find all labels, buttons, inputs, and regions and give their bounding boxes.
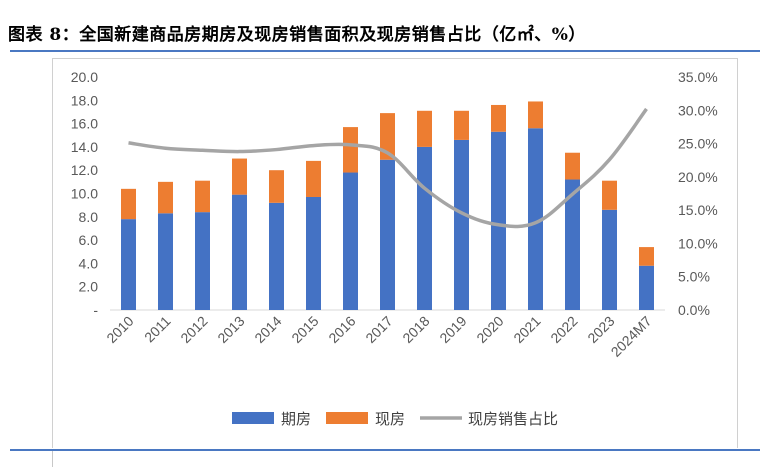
bar-qifang [528, 128, 543, 310]
x-tick-label: 2017 [362, 313, 395, 346]
x-tick-label: 2011 [141, 313, 174, 346]
bottom-rule [10, 449, 760, 451]
y-right-tick-label: 15.0% [678, 202, 718, 218]
bar-qifang [565, 179, 580, 310]
legend-label-qifang: 期房 [281, 410, 311, 428]
bar-qifang [158, 213, 173, 310]
bar-xianfang [565, 152, 580, 180]
x-tick-label: 2010 [103, 313, 136, 346]
bar-xianfang [528, 101, 543, 129]
y-right-tick-label: 0.0% [678, 302, 710, 318]
bar-xianfang [195, 180, 210, 213]
x-tick-label: 2016 [325, 313, 358, 346]
y-left-tick-label: 6.0 [79, 232, 99, 248]
bar-xianfang [454, 110, 469, 140]
bar-xianfang [380, 113, 395, 160]
y-left-tick-label: 12.0 [71, 162, 98, 178]
bar-xianfang [417, 110, 432, 147]
bar-qifang [639, 265, 654, 310]
bar-qifang [232, 194, 247, 310]
bar-xianfang [491, 104, 506, 132]
y-left-tick-label: 4.0 [79, 255, 99, 271]
x-tick-label: 2019 [436, 313, 469, 346]
bar-qifang [269, 202, 284, 310]
x-tick-label: 2022 [547, 313, 580, 346]
legend-label-xianfang: 现房 [375, 410, 405, 428]
bar-xianfang [158, 181, 173, 214]
x-tick-label: 2014 [251, 313, 284, 346]
bar-xianfang [306, 160, 321, 197]
bar-qifang [306, 196, 321, 310]
y-left-tick-label: 20.0 [71, 69, 98, 85]
bar-qifang [454, 139, 469, 310]
x-tick-label: 2023 [584, 313, 617, 346]
y-right-tick-label: 5.0% [678, 269, 710, 285]
x-tick-label: 2013 [214, 313, 247, 346]
bar-xianfang [343, 127, 358, 173]
x-tick-label: 2024M7 [608, 313, 655, 360]
y-right-tick-label: 25.0% [678, 136, 718, 152]
title-bar: 图表 8：全国新建商品房期房及现房销售面积及现房销售占比（亿㎡、%） [0, 0, 761, 52]
y-left-tick-label: - [93, 302, 98, 318]
bar-xianfang [232, 158, 247, 195]
legend-label-ratio: 现房销售占比 [468, 410, 558, 428]
bar-qifang [343, 172, 358, 310]
x-tick-label: 2012 [177, 313, 210, 346]
y-left-tick-label: 8.0 [79, 209, 99, 225]
bar-xianfang [269, 170, 284, 203]
bar-qifang [380, 159, 395, 310]
bar-xianfang [639, 247, 654, 266]
bar-xianfang [602, 180, 617, 210]
y-left-tick-label: 2.0 [79, 279, 99, 295]
y-left-tick-label: 18.0 [71, 92, 98, 108]
x-tick-label: 2018 [399, 313, 432, 346]
line-xianfang-ratio [128, 107, 648, 229]
y-left-tick-label: 14.0 [71, 139, 98, 155]
legend-swatch-xianfang [326, 412, 368, 424]
bar-qifang [121, 219, 136, 310]
bar-qifang [491, 131, 506, 310]
x-tick-label: 2015 [288, 313, 321, 346]
y-right-tick-label: 10.0% [678, 235, 718, 251]
y-right-tick-label: 20.0% [678, 169, 718, 185]
bar-qifang [417, 146, 432, 310]
y-right-tick-label: 30.0% [678, 102, 718, 118]
bar-qifang [195, 212, 210, 310]
bar-qifang [602, 209, 617, 310]
y-left-tick-label: 10.0 [71, 186, 98, 202]
y-right-tick-label: 35.0% [678, 69, 718, 85]
x-tick-label: 2021 [510, 313, 543, 346]
bar-xianfang [121, 188, 136, 220]
y-left-tick-label: 16.0 [71, 116, 98, 132]
title-underline [10, 50, 760, 52]
chart-frame [52, 58, 738, 448]
legend-swatch-qifang [232, 412, 274, 424]
page-tick [52, 451, 53, 467]
chart-title: 图表 8：全国新建商品房期房及现房销售面积及现房销售占比（亿㎡、%） [8, 25, 586, 45]
x-tick-label: 2020 [473, 313, 506, 346]
